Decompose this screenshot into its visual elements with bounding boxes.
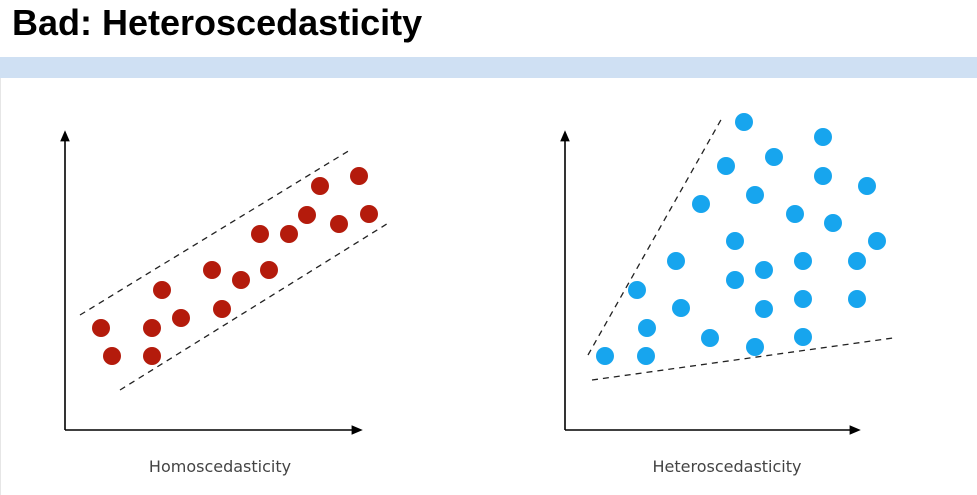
- point: [717, 157, 735, 175]
- point: [298, 206, 316, 224]
- point: [143, 319, 161, 337]
- point: [786, 205, 804, 223]
- points: [92, 167, 378, 365]
- point: [726, 232, 744, 250]
- point: [794, 328, 812, 346]
- point: [755, 300, 773, 318]
- point: [143, 347, 161, 365]
- point: [92, 319, 110, 337]
- point: [311, 177, 329, 195]
- point: [765, 148, 783, 166]
- point: [726, 271, 744, 289]
- bound-line: [587, 117, 723, 356]
- point: [814, 128, 832, 146]
- bound-line: [79, 149, 351, 316]
- point: [350, 167, 368, 185]
- caption: Homoscedasticity: [149, 457, 291, 476]
- point: [232, 271, 250, 289]
- point: [103, 347, 121, 365]
- point: [692, 195, 710, 213]
- point: [153, 281, 171, 299]
- slide-title: Bad: Heteroscedasticity: [12, 2, 423, 43]
- point: [858, 177, 876, 195]
- point: [203, 261, 221, 279]
- point: [667, 252, 685, 270]
- point: [260, 261, 278, 279]
- caption: Heteroscedasticity: [653, 457, 802, 476]
- point: [814, 167, 832, 185]
- bound-line: [119, 221, 391, 391]
- point: [794, 252, 812, 270]
- point: [360, 205, 378, 223]
- point: [848, 290, 866, 308]
- homoscedasticity-diagram: Homoscedasticity: [60, 130, 391, 476]
- point: [848, 252, 866, 270]
- heteroscedasticity-diagram: Heteroscedasticity: [560, 113, 894, 476]
- point: [672, 299, 690, 317]
- point: [868, 232, 886, 250]
- point: [596, 347, 614, 365]
- point: [172, 309, 190, 327]
- point: [701, 329, 719, 347]
- point: [794, 290, 812, 308]
- point: [637, 347, 655, 365]
- point: [735, 113, 753, 131]
- point: [213, 300, 231, 318]
- points: [596, 113, 886, 365]
- point: [330, 215, 348, 233]
- point: [755, 261, 773, 279]
- point: [824, 214, 842, 232]
- point: [746, 338, 764, 356]
- bound-line: [591, 337, 894, 381]
- point: [628, 281, 646, 299]
- point: [746, 186, 764, 204]
- header-band: [0, 57, 977, 78]
- point: [251, 225, 269, 243]
- point: [280, 225, 298, 243]
- point: [638, 319, 656, 337]
